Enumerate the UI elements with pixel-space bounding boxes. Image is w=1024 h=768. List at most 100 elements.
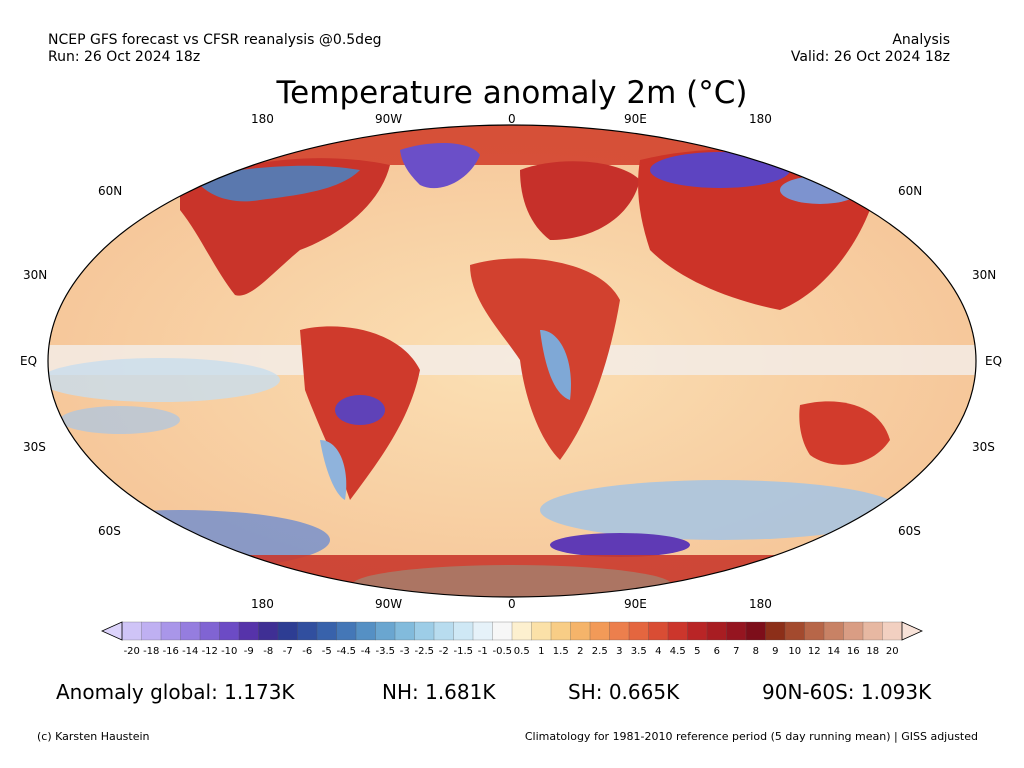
colorbar-tick-labels: -20 -18 -16 -14 -12 -10 -9 -8 -7 -6 -5 -4.5 -4 -3.5 -3… xyxy=(124,646,899,657)
lat-label-left-60n: 60N xyxy=(98,184,123,198)
colorbar-swatch-34 xyxy=(784,621,805,641)
colorbar-tick-4: -12 xyxy=(202,646,218,657)
lon-label-bottom-180w: 180 xyxy=(251,597,274,611)
colorbar-tick-2: -16 xyxy=(163,646,179,657)
colorbar-swatch-11 xyxy=(336,621,357,641)
run-time: Run: 26 Oct 2024 18z xyxy=(48,49,201,65)
colorbar-tick-5: -10 xyxy=(221,646,237,657)
colorbar-swatch-37 xyxy=(843,621,864,641)
colorbar-tick-23: 2 xyxy=(577,646,583,657)
colorbar-swatch-9 xyxy=(297,621,318,641)
colorbar-swatch-30 xyxy=(706,621,727,641)
colorbar-swatch-4 xyxy=(199,621,220,641)
colorbar-swatch-0 xyxy=(121,621,142,641)
climatology-note: Climatology for 1981-2010 reference peri… xyxy=(524,730,978,743)
colorbar-under-arrow xyxy=(101,621,123,641)
colorbar-tick-27: 4 xyxy=(655,646,661,657)
colorbar-tick-17: -1.5 xyxy=(453,646,473,657)
colorbar-swatch-17 xyxy=(453,621,474,641)
colorbar-tick-15: -2.5 xyxy=(414,646,434,657)
lon-label-bottom-90w: 90W xyxy=(375,597,403,611)
colorbar-tick-0: -20 xyxy=(124,646,140,657)
colorbar-tick-30: 6 xyxy=(714,646,720,657)
colorbar-swatch-10 xyxy=(316,621,337,641)
colorbar-swatch-3 xyxy=(180,621,201,641)
colorbar-swatch-15 xyxy=(414,621,435,641)
colorbar-tick-37: 16 xyxy=(847,646,860,657)
lon-label-top-180e: 180 xyxy=(749,112,772,126)
colorbar-tick-8: -7 xyxy=(283,646,293,657)
lat-label-right-60n: 60N xyxy=(898,184,923,198)
colorbar-swatch-31 xyxy=(726,621,747,641)
colorbar-swatch-29 xyxy=(687,621,708,641)
lat-label-right-30n: 30N xyxy=(972,268,997,282)
colorbar-tick-19: -0.5 xyxy=(492,646,512,657)
colorbar-tick-26: 3.5 xyxy=(631,646,647,657)
colorbar-tick-29: 5 xyxy=(694,646,700,657)
colorbar-swatch-36 xyxy=(823,621,844,641)
colorbar-tick-9: -6 xyxy=(302,646,312,657)
lon-label-top-90w: 90W xyxy=(375,112,403,126)
colorbar-tick-13: -3.5 xyxy=(375,646,395,657)
colorbar-tick-25: 3 xyxy=(616,646,622,657)
colorbar-swatch-20 xyxy=(511,621,532,641)
valid-time: Valid: 26 Oct 2024 18z xyxy=(790,49,950,65)
lat-label-left-eq: EQ xyxy=(20,354,38,368)
colorbar-tick-3: -14 xyxy=(182,646,198,657)
globe-outline xyxy=(47,124,977,598)
colorbar-tick-7: -8 xyxy=(263,646,273,657)
nh-anomaly: NH: 1.681K xyxy=(382,680,496,704)
colorbar-swatch-33 xyxy=(765,621,786,641)
colorbar-swatch-27 xyxy=(648,621,669,641)
colorbar-swatch-26 xyxy=(628,621,649,641)
colorbar-tick-16: -2 xyxy=(439,646,449,657)
global-anomaly: Anomaly global: 1.173K xyxy=(56,680,295,704)
polar-anomaly: 90N-60S: 1.093K xyxy=(762,680,932,704)
colorbar-tick-21: 1 xyxy=(538,646,544,657)
colorbar-swatch-5 xyxy=(219,621,240,641)
colorbar-tick-35: 12 xyxy=(808,646,821,657)
colorbar-tick-28: 4.5 xyxy=(670,646,686,657)
colorbar-tick-22: 1.5 xyxy=(553,646,569,657)
colorbar-tick-32: 8 xyxy=(753,646,759,657)
colorbar-tick-33: 9 xyxy=(772,646,778,657)
lat-label-left-30s: 30S xyxy=(23,440,46,454)
lon-label-top-0: 0 xyxy=(508,112,516,126)
colorbar-tick-12: -4 xyxy=(361,646,371,657)
colorbar-swatches xyxy=(121,621,903,641)
colorbar-swatch-6 xyxy=(238,621,259,641)
lon-label-top-90e: 90E xyxy=(624,112,647,126)
lon-label-top-180w: 180 xyxy=(251,112,274,126)
colorbar-swatch-24 xyxy=(589,621,610,641)
colorbar-tick-1: -18 xyxy=(143,646,159,657)
colorbar-tick-11: -4.5 xyxy=(336,646,356,657)
lat-label-right-60s: 60S xyxy=(898,524,921,538)
colorbar-swatch-16 xyxy=(433,621,454,641)
colorbar-swatch-23 xyxy=(570,621,591,641)
colorbar-tick-34: 10 xyxy=(788,646,801,657)
lon-label-bottom-90e: 90E xyxy=(624,597,647,611)
model-description: NCEP GFS forecast vs CFSR reanalysis @0.… xyxy=(48,32,382,48)
colorbar-tick-39: 20 xyxy=(886,646,899,657)
colorbar-swatch-14 xyxy=(394,621,415,641)
colorbar-tick-10: -5 xyxy=(322,646,332,657)
lon-label-bottom-180e: 180 xyxy=(749,597,772,611)
colorbar-tick-38: 18 xyxy=(866,646,879,657)
colorbar-swatch-39 xyxy=(882,621,903,641)
sh-anomaly: SH: 0.665K xyxy=(568,680,680,704)
colorbar-tick-31: 7 xyxy=(733,646,739,657)
map-title: Temperature anomaly 2m (°C) xyxy=(276,75,748,111)
colorbar-swatch-18 xyxy=(472,621,493,641)
colorbar-swatch-8 xyxy=(277,621,298,641)
colorbar-swatch-25 xyxy=(609,621,630,641)
colorbar-tick-24: 2.5 xyxy=(592,646,608,657)
colorbar-swatch-22 xyxy=(550,621,571,641)
analysis-label: Analysis xyxy=(892,32,950,48)
colorbar-tick-6: -9 xyxy=(244,646,254,657)
colorbar-swatch-12 xyxy=(355,621,376,641)
colorbar-swatch-38 xyxy=(862,621,883,641)
colorbar: -20 -18 -16 -14 -12 -10 -9 -8 -7 -6 -5 -4.5 -4 -3.5 -3… xyxy=(101,621,923,657)
lat-label-right-30s: 30S xyxy=(972,440,995,454)
colorbar-swatch-2 xyxy=(160,621,181,641)
